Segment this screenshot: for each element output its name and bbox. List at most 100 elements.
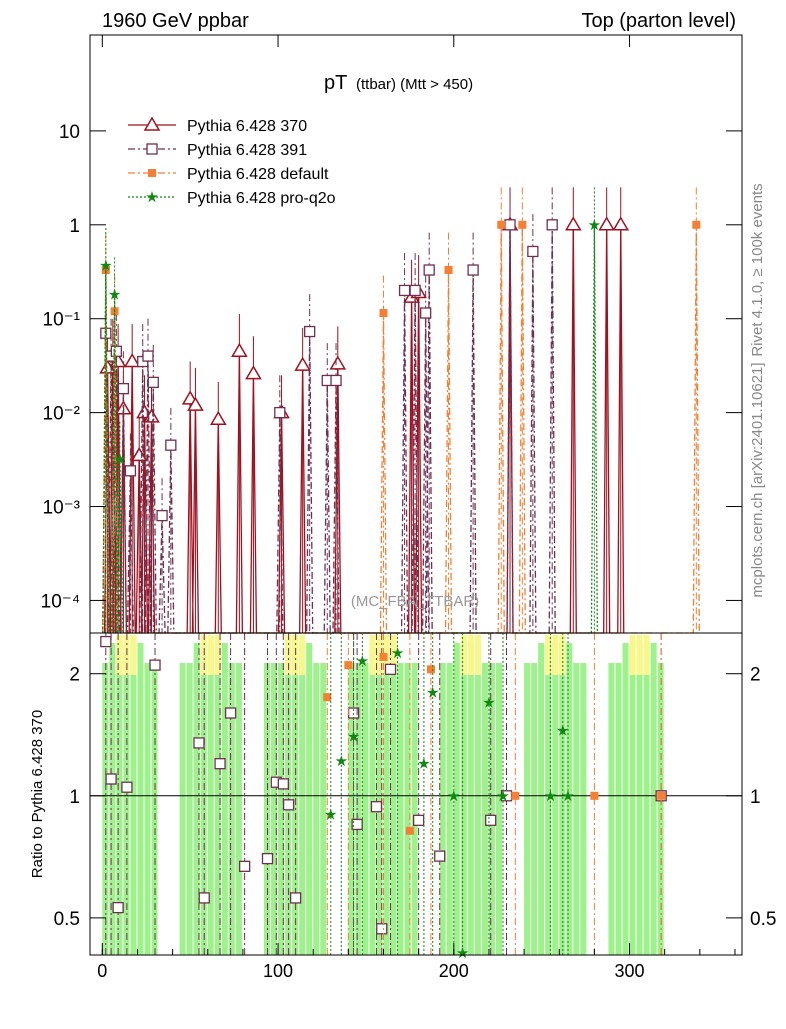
- marker-square: [100, 635, 112, 648]
- marker-star: ★: [99, 257, 112, 274]
- series-3: ★ ★ ★ ★: [99, 187, 601, 634]
- ratio-band-yellow: [629, 635, 636, 675]
- marker-star: ★: [447, 788, 460, 805]
- x-tick-label: 300: [615, 961, 645, 981]
- ratio-band-green: [580, 663, 587, 955]
- ratio-band-yellow: [207, 635, 214, 675]
- ratio-band-green: [650, 643, 657, 955]
- marker-star: ★: [113, 451, 126, 468]
- marker-filled-square: [323, 693, 332, 702]
- ratio-band-green: [228, 663, 235, 955]
- marker-filled-square: [657, 791, 666, 800]
- header-right: Top (parton level): [581, 10, 736, 32]
- marker-filled-square: [426, 665, 435, 674]
- ratio-band-green: [622, 643, 629, 955]
- legend-label: Pythia 6.428 370: [187, 118, 307, 135]
- marker-square: [504, 219, 516, 231]
- marker-square: [289, 892, 302, 904]
- marker-square: [214, 758, 226, 770]
- marker-filled-square: [444, 266, 453, 275]
- marker-square: [351, 818, 363, 831]
- x-tick-label: 100: [263, 961, 293, 981]
- ratio-band-green: [362, 663, 369, 955]
- ratio-band-green: [320, 663, 327, 955]
- y-tick-label: 1: [69, 216, 80, 237]
- ratio-band-green: [531, 663, 538, 955]
- series-1: [100, 187, 558, 634]
- y-tick-label: 10⁻²: [43, 404, 81, 425]
- marker-filled-square: [692, 220, 701, 229]
- ratio-band-green: [481, 663, 488, 955]
- ratio-band-green: [411, 663, 418, 955]
- marker-square: [412, 814, 425, 826]
- ratio-band-green: [193, 643, 200, 955]
- ratio-y-tick-label-right: 0.5: [750, 909, 776, 930]
- marker-square: [409, 284, 421, 297]
- ratio-band-green: [383, 643, 390, 955]
- chart-marks: ★★★★★★★★ ★★★★★★★ ★★★: [90, 187, 742, 962]
- ratio-band-green: [235, 663, 242, 955]
- plot-title-main: pT: [324, 72, 347, 94]
- ratio-band-yellow: [636, 635, 643, 675]
- marker-square: [282, 799, 295, 811]
- marker-square: [274, 406, 286, 419]
- marker-square: [434, 850, 446, 862]
- ratio-band-green: [460, 643, 467, 955]
- marker-triangle: [245, 365, 262, 380]
- y-tick-label: 10⁻³: [43, 498, 81, 519]
- ratio-series-1: [100, 633, 667, 955]
- ratio-band-green: [453, 643, 460, 955]
- marker-triangle: [187, 396, 204, 411]
- marker-square: [277, 778, 289, 790]
- marker-square: [376, 923, 388, 935]
- plot-title-sub: (ttbar) (Mtt > 450): [356, 76, 473, 93]
- ratio-band-green: [179, 663, 186, 955]
- marker-star: ★: [391, 645, 404, 662]
- marker-triangle: [123, 353, 141, 368]
- ratio-band-green: [552, 643, 559, 955]
- marker-square: [420, 307, 432, 319]
- ratio-band-yellow: [460, 635, 467, 675]
- ratio-y-label: Ratio to Pythia 6.428 370: [29, 710, 46, 878]
- marker-square: [124, 465, 137, 477]
- marker-square: [370, 801, 383, 813]
- marker-filled-square: [511, 791, 520, 800]
- marker-triangle: [329, 355, 347, 370]
- marker-triangle: [231, 342, 248, 358]
- marker-star: ★: [108, 287, 121, 304]
- ratio-band-yellow: [299, 635, 306, 675]
- ratio-band-green: [488, 663, 495, 955]
- marker-square: [117, 382, 130, 395]
- marker-square: [527, 245, 539, 258]
- marker-square: [112, 901, 124, 914]
- marker-filled-square: [518, 220, 527, 229]
- ratio-band-yellow: [390, 635, 397, 675]
- marker-square: [467, 264, 479, 276]
- series-line: [103, 224, 625, 634]
- side-label-top: Rivet 4.1.0, ≥ 100k events: [749, 183, 766, 356]
- marker-square: [304, 325, 316, 338]
- marker-triangle: [294, 356, 311, 371]
- ratio-band-green: [636, 643, 643, 955]
- ratio-plot-frame: [89, 632, 743, 956]
- x-tick-label: 200: [439, 961, 469, 981]
- marker-star: ★: [482, 694, 495, 711]
- ratio-band-green: [130, 643, 137, 955]
- y-tick-label: 10⁻⁴: [41, 591, 80, 612]
- ratio-y-tick-label: 1: [69, 787, 80, 808]
- marker-square: [105, 773, 117, 785]
- ratio-band-green: [186, 663, 193, 955]
- ratio-band-yellow: [545, 635, 552, 675]
- ratio-band-green: [116, 643, 123, 955]
- marker-square: [147, 376, 159, 389]
- ratio-band-green: [439, 663, 446, 955]
- marker-star: ★: [544, 788, 557, 805]
- side-label-bottom: mcplots.cern.ch [arXiv:2401.10621]: [749, 362, 766, 597]
- ratio-band-green: [376, 643, 383, 955]
- marker-square: [330, 374, 342, 387]
- marker-triangle: [564, 216, 582, 231]
- ratio-series-2: [323, 633, 666, 955]
- marker-star: ★: [335, 753, 348, 770]
- marker-square: [165, 439, 177, 451]
- ratio-y-tick-label: 0.5: [54, 909, 80, 930]
